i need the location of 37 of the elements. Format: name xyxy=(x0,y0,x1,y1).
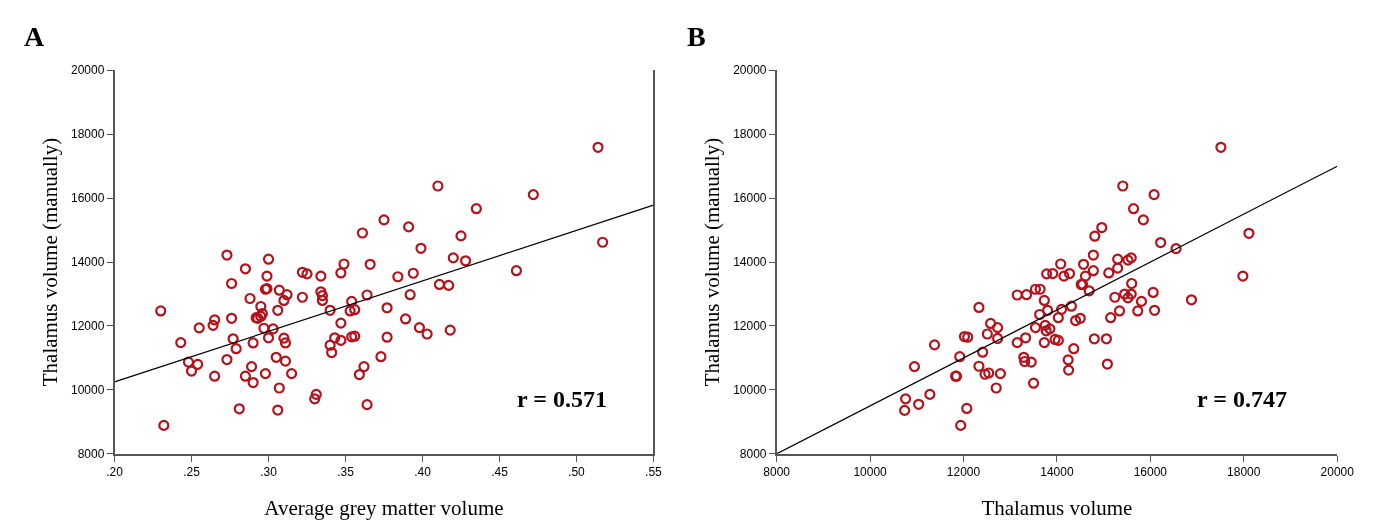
y-tick-label: 16000 xyxy=(71,191,105,206)
y-tick-label: 12000 xyxy=(733,319,767,334)
y-tick-label: 14000 xyxy=(733,255,767,270)
x-tick-label: 12000 xyxy=(946,465,981,479)
y-tick-label: 12000 xyxy=(71,319,105,334)
y-tick-label: 18000 xyxy=(733,127,767,142)
y-axis-title: Thalamus volume (manually) xyxy=(37,137,62,387)
annotation: r = 0.747 xyxy=(1197,386,1287,412)
x-tick-label: .50 xyxy=(568,465,586,479)
x-axis-title: Average grey matter volume xyxy=(264,495,504,520)
y-tick-label: 20000 xyxy=(71,63,105,78)
x-tick-label: .30 xyxy=(260,465,278,479)
y-tick-label: 10000 xyxy=(71,383,105,398)
x-tick-label: .55 xyxy=(645,465,663,479)
x-tick-label: 18000 xyxy=(1227,465,1261,479)
x-tick-label: 20000 xyxy=(1320,465,1355,479)
x-tick-label: .45 xyxy=(491,465,509,479)
y-tick-label: 10000 xyxy=(733,383,767,398)
x-tick-label: 14000 xyxy=(1040,465,1074,479)
y-tick-label: 14000 xyxy=(71,255,105,270)
y-axis-title: Thalamus volume (manually) xyxy=(699,137,724,387)
x-tick-label: .35 xyxy=(337,465,355,479)
x-axis-title: Thalamus volume xyxy=(981,495,1133,520)
y-tick-label: 20000 xyxy=(733,63,767,78)
y-tick-label: 16000 xyxy=(733,191,767,206)
chart-title: A xyxy=(24,21,45,52)
annotation: r = 0.571 xyxy=(517,386,607,412)
x-tick-label: .25 xyxy=(183,465,201,479)
x-tick-label: .20 xyxy=(106,465,124,479)
x-tick-label: 10000 xyxy=(853,465,888,479)
x-tick-label: 16000 xyxy=(1133,465,1168,479)
y-tick-label: 8000 xyxy=(739,447,767,462)
y-tick-label: 8000 xyxy=(77,447,105,462)
chart-title: B xyxy=(687,21,706,52)
x-tick-label: 8000 xyxy=(763,465,791,479)
x-tick-label: .40 xyxy=(414,465,432,479)
y-tick-label: 18000 xyxy=(71,127,105,142)
